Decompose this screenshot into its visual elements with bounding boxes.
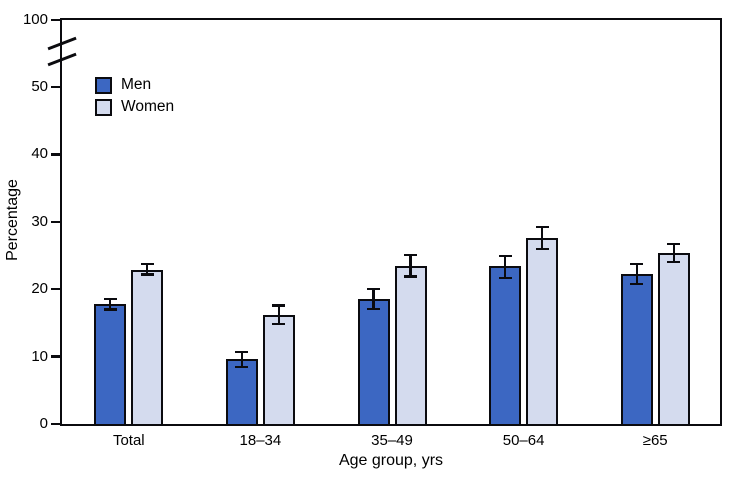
y-tick-20	[51, 288, 60, 291]
error-cap-bottom-women-3	[404, 275, 417, 278]
y-tick-0	[51, 422, 60, 426]
error-bar-women-5	[672, 244, 675, 263]
error-cap-top-men-1	[103, 297, 117, 300]
legend-row-men: Men	[95, 76, 174, 94]
axis-break-slash-2	[47, 52, 77, 66]
axis-break-slash-1	[47, 36, 77, 50]
error-cap-bottom-men-2	[235, 365, 249, 368]
bar-women-1	[131, 269, 164, 424]
error-bar-men-4	[504, 255, 507, 278]
legend-label-women: Women	[121, 98, 175, 115]
plot-area: 0 10 20 30 40 50 100 Total 18–34 35–49 50–64 ≥65	[23, 11, 722, 449]
y-tick-50	[51, 85, 60, 89]
x-label-4: 50–64	[502, 432, 545, 449]
error-bar-men-1	[109, 298, 112, 310]
bar-men-4	[489, 266, 522, 424]
bar-women-4	[526, 237, 559, 424]
bar-men-3	[357, 298, 390, 424]
bar-men-1	[94, 304, 127, 424]
y-tick-label-40: 40	[31, 145, 48, 163]
error-cap-bottom-men-5	[630, 282, 644, 285]
bar-women-5	[657, 252, 690, 424]
x-label-2: 18–34	[239, 432, 282, 449]
legend-label-men: Men	[121, 76, 152, 93]
x-label-1: Total	[112, 432, 145, 449]
error-cap-bottom-women-2	[272, 323, 286, 326]
error-cap-top-women-2	[272, 304, 286, 307]
error-cap-top-men-4	[498, 254, 512, 257]
bar-men-2	[225, 359, 258, 424]
error-cap-bottom-women-5	[667, 261, 681, 264]
legend-swatch-men	[95, 76, 112, 94]
error-cap-top-women-1	[140, 263, 154, 266]
error-bar-men-2	[240, 351, 243, 367]
y-tick-label-30: 30	[31, 212, 48, 230]
error-cap-top-women-3	[404, 253, 417, 256]
error-cap-top-men-5	[630, 263, 644, 266]
x-label-3: 35–49	[371, 432, 413, 449]
error-cap-bottom-men-3	[367, 307, 380, 310]
error-cap-bottom-women-1	[140, 273, 154, 276]
error-bar-women-3	[409, 254, 412, 277]
y-tick-label-20: 20	[31, 280, 48, 298]
y-tick-label-50: 50	[31, 78, 48, 95]
bar-women-2	[262, 314, 295, 424]
error-cap-top-men-2	[235, 350, 249, 354]
error-cap-top-men-3	[367, 287, 380, 290]
error-cap-bottom-men-4	[498, 276, 512, 279]
x-axis-title: Age group, yrs	[338, 452, 444, 469]
y-tick-30	[51, 220, 60, 223]
error-bar-women-4	[541, 227, 544, 249]
legend-row-women: Women	[95, 98, 174, 116]
error-bar-women-1	[146, 264, 149, 275]
legend-swatch-women	[95, 98, 112, 116]
error-cap-bottom-men-1	[103, 308, 117, 311]
y-tick-label-0: 0	[39, 415, 48, 432]
error-cap-top-women-4	[535, 226, 549, 229]
error-bar-men-3	[372, 288, 375, 309]
y-tick-label-10: 10	[31, 347, 48, 365]
x-label-5: ≥65	[642, 432, 668, 449]
error-cap-top-women-5	[667, 243, 681, 246]
y-tick-10	[51, 355, 60, 358]
error-bar-women-2	[277, 305, 280, 325]
y-tick-100	[51, 18, 60, 22]
legend: Men Women	[95, 76, 174, 120]
error-bar-men-5	[635, 264, 638, 284]
bar-men-5	[620, 274, 653, 424]
y-tick-label-100: 100	[22, 11, 48, 28]
y-tick-40	[51, 153, 60, 156]
error-cap-bottom-women-4	[535, 247, 549, 250]
bar-women-3	[394, 265, 427, 424]
